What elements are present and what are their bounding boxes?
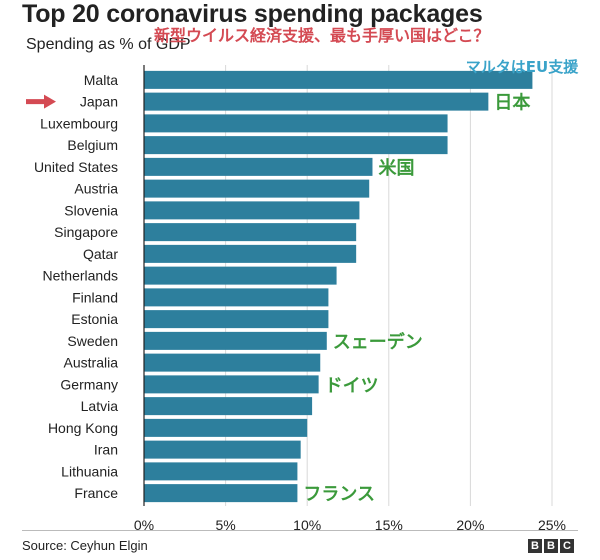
bbc-logo-letter: B — [528, 539, 542, 553]
japanese-headline: 新型ウイルス経済支援、最も手厚い国はどこ？ — [154, 26, 490, 45]
category-label: Malta — [84, 72, 118, 88]
bar-annotation-label: 米国 — [378, 157, 414, 179]
bbc-logo: B B C — [528, 539, 574, 553]
bar — [144, 266, 337, 285]
bar — [144, 375, 319, 394]
bar-annotation-label: フランス — [303, 484, 375, 505]
chart-title: Top 20 coronavirus spending packages — [22, 0, 483, 28]
category-label: Japan — [80, 94, 118, 110]
category-label: Sweden — [67, 333, 118, 349]
bar — [144, 92, 489, 111]
bbc-logo-letter: B — [544, 539, 558, 553]
x-tick-label: 15% — [375, 517, 403, 530]
highlight-arrow-icon — [26, 94, 56, 109]
bbc-logo-letter: C — [560, 539, 574, 553]
bar-chart: 0% 5% 10% 15% 20% 25% Malta Japan Luxembourg Belg… — [26, 58, 579, 530]
bar — [144, 310, 329, 329]
category-label: Singapore — [54, 224, 118, 240]
x-tick-label: 20% — [456, 517, 484, 530]
category-label: Netherlands — [43, 268, 119, 284]
chart-subtitle: Spending as % of GDP — [26, 36, 191, 53]
category-label: Australia — [64, 355, 119, 371]
bar-annotation-label: スェーデン — [333, 331, 423, 353]
x-tick-label: 25% — [538, 517, 566, 530]
bar — [144, 288, 329, 307]
category-label: Lithuania — [61, 463, 118, 479]
bar — [144, 418, 308, 437]
bar — [144, 70, 533, 89]
bar — [144, 440, 301, 459]
source-note: Source: Ceyhun Elgin — [22, 538, 148, 553]
bar — [144, 397, 313, 416]
category-label: France — [74, 485, 118, 501]
bar-annotation-label: 日本 — [494, 92, 530, 114]
bar — [144, 136, 448, 155]
bar — [144, 484, 298, 503]
category-label: Hong Kong — [48, 420, 118, 436]
bar — [144, 114, 448, 133]
category-label: Latvia — [81, 398, 119, 414]
category-label: Belgium — [67, 137, 118, 153]
category-label: Qatar — [83, 246, 118, 262]
bar — [144, 353, 321, 372]
bar — [144, 244, 357, 263]
bar — [144, 223, 357, 242]
x-tick-label: 5% — [215, 517, 235, 530]
bar — [144, 331, 327, 350]
category-label: Germany — [60, 376, 118, 392]
category-label: Finland — [72, 289, 118, 305]
category-label: Slovenia — [64, 202, 118, 218]
malta-note: マルタはEU支援 — [466, 58, 579, 76]
category-label: Estonia — [71, 311, 118, 327]
category-label: Austria — [74, 181, 118, 197]
bar — [144, 201, 360, 220]
x-tick-label: 0% — [134, 517, 154, 530]
category-label: Iran — [94, 442, 118, 458]
footer-divider — [22, 530, 578, 531]
bar — [144, 179, 370, 198]
bar — [144, 157, 373, 176]
x-tick-label: 10% — [293, 517, 321, 530]
bar-annotation-label: ドイツ — [325, 375, 379, 396]
category-label: United States — [34, 159, 118, 175]
category-label: Luxembourg — [40, 115, 118, 131]
bar — [144, 462, 298, 481]
